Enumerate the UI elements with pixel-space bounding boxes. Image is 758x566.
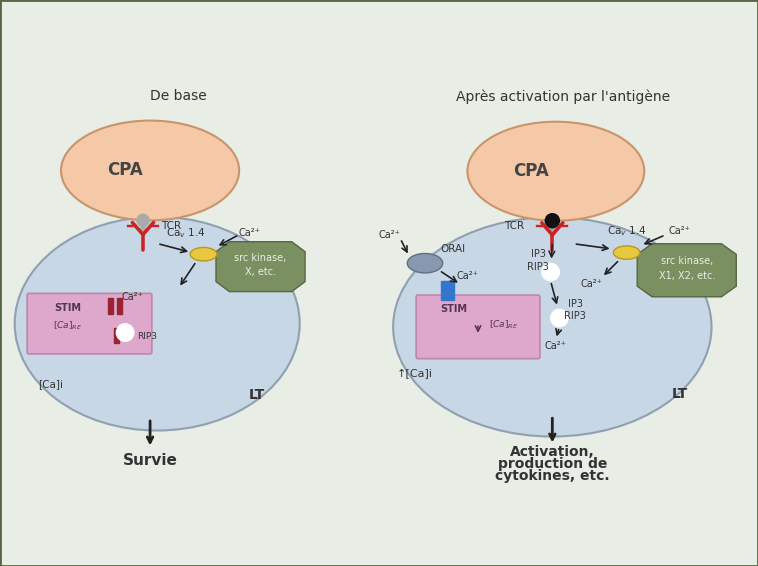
Text: Après activation par l'antigène: Après activation par l'antigène [456,89,670,104]
Text: De base: De base [150,89,207,102]
Text: TCR: TCR [161,221,181,231]
Text: ↑[Ca]i: ↑[Ca]i [396,368,432,378]
Ellipse shape [190,247,217,261]
Text: Ca²⁺: Ca²⁺ [239,228,261,238]
Ellipse shape [14,217,299,431]
Text: Activation,: Activation, [510,445,595,460]
Bar [114,328,120,343]
Text: LT: LT [672,387,688,401]
Text: LT: LT [249,388,265,402]
Circle shape [542,263,559,281]
Text: RIP3: RIP3 [138,332,158,341]
Bar [117,298,122,314]
Polygon shape [216,242,305,291]
Text: STIM: STIM [440,304,467,314]
Ellipse shape [407,254,443,273]
Bar [108,298,114,314]
Text: Ca²⁺: Ca²⁺ [669,226,691,237]
Text: src kinase,: src kinase, [234,253,287,263]
Text: Ca²⁺: Ca²⁺ [456,271,478,281]
Text: CPA: CPA [513,162,549,180]
Text: RIP3: RIP3 [565,311,586,320]
FancyBboxPatch shape [416,295,540,359]
Text: ORAI: ORAI [440,244,466,254]
Text: Ca²⁺: Ca²⁺ [121,292,143,302]
Text: production de: production de [498,457,607,471]
Text: [Ca]i: [Ca]i [38,379,63,389]
Text: RIP3: RIP3 [528,261,549,272]
Circle shape [137,215,149,226]
Text: X1, X2, etc.: X1, X2, etc. [659,271,715,281]
Text: X, etc.: X, etc. [245,267,276,277]
Circle shape [545,214,559,228]
Text: IP3: IP3 [531,250,546,259]
Text: Ca²⁺: Ca²⁺ [545,341,567,351]
Bar [441,281,454,301]
Ellipse shape [613,246,640,259]
Ellipse shape [393,217,712,436]
Text: Survie: Survie [123,453,177,468]
Text: Ca²⁺: Ca²⁺ [379,230,400,240]
Text: cytokines, etc.: cytokines, etc. [495,469,609,483]
Text: TCR: TCR [504,221,524,231]
Text: CPA: CPA [108,161,143,179]
Text: Ca$_v$ 1.4: Ca$_v$ 1.4 [166,226,205,240]
Text: Ca²⁺: Ca²⁺ [581,280,602,289]
Text: src kinase,: src kinase, [661,256,713,267]
Text: STIM: STIM [55,303,82,312]
Ellipse shape [468,122,644,221]
Text: $[Ca]_{RE}$: $[Ca]_{RE}$ [489,319,518,331]
Text: Ca$_v$ 1.4: Ca$_v$ 1.4 [607,225,647,238]
Text: $[Ca]_{RE}$: $[Ca]_{RE}$ [54,319,83,332]
Ellipse shape [61,121,240,220]
Circle shape [550,309,568,327]
Polygon shape [637,244,736,297]
Text: IP3: IP3 [568,299,583,309]
Circle shape [116,324,134,341]
FancyBboxPatch shape [27,293,152,354]
